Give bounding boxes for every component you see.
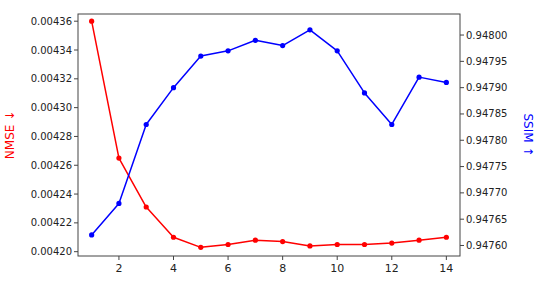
y-tick-label: 0.00434 xyxy=(31,45,72,56)
series-point xyxy=(389,240,394,245)
y2-tick xyxy=(460,245,464,246)
series-point xyxy=(280,239,285,244)
y-tick xyxy=(74,165,78,166)
series-point xyxy=(307,243,312,248)
series-point xyxy=(362,90,367,95)
x-tick-label: 10 xyxy=(330,262,344,275)
series-point xyxy=(307,27,312,32)
series-point xyxy=(171,235,176,240)
y-tick xyxy=(74,50,78,51)
y2-tick-label: 0.94800 xyxy=(466,30,507,41)
series-point xyxy=(171,85,176,90)
y-tick-label: 0.00430 xyxy=(31,102,72,113)
x-tick xyxy=(282,256,283,260)
series-point xyxy=(116,201,121,206)
y2-tick-label: 0.94775 xyxy=(466,161,507,172)
series-point xyxy=(416,75,421,80)
y-tick-label: 0.00432 xyxy=(31,73,72,84)
chart: 2 4 6 8 10 12 14 0.00420 0.00422 0.00424 0.00426 0.… xyxy=(0,0,538,286)
y-axis-label: NMSE ↓ xyxy=(3,111,17,159)
x-tick-label: 2 xyxy=(115,262,122,275)
y-tick xyxy=(74,107,78,108)
series-point xyxy=(198,53,203,58)
series-point xyxy=(144,204,149,209)
y-tick xyxy=(74,136,78,137)
series-point xyxy=(362,242,367,247)
plot-frame xyxy=(78,14,460,256)
y-tick xyxy=(74,222,78,223)
y-tick-label: 0.00426 xyxy=(31,160,72,171)
series-point xyxy=(444,235,449,240)
series-point xyxy=(116,155,121,160)
series-point xyxy=(444,80,449,85)
series-point xyxy=(335,242,340,247)
y2-axis-label: SSIM ↑ xyxy=(521,114,535,157)
y2-tick-label: 0.94780 xyxy=(466,135,507,146)
x-tick xyxy=(228,256,229,260)
y-tick xyxy=(74,21,78,22)
x-tick xyxy=(118,256,119,260)
y2-tick xyxy=(460,87,464,88)
x-tick-label: 6 xyxy=(225,262,232,275)
y2-tick xyxy=(460,113,464,114)
y2-tick-label: 0.94795 xyxy=(466,56,507,67)
x-tick xyxy=(173,256,174,260)
y2-tick xyxy=(460,61,464,62)
series-point xyxy=(225,48,230,53)
y2-tick xyxy=(460,192,464,193)
y-tick-label: 0.00436 xyxy=(31,16,72,27)
y-tick xyxy=(74,78,78,79)
x-tick-label: 8 xyxy=(279,262,286,275)
x-tick xyxy=(391,256,392,260)
axes: 2 4 6 8 10 12 14 0.00420 0.00422 0.00424 0.00426 0.… xyxy=(31,14,508,275)
series-line xyxy=(92,30,447,235)
x-tick-label: 14 xyxy=(439,262,453,275)
y-tick-label: 0.00428 xyxy=(31,131,72,142)
series-point xyxy=(416,238,421,243)
series-point xyxy=(225,242,230,247)
series-point xyxy=(89,232,94,237)
plot-data xyxy=(89,19,449,250)
y2-tick xyxy=(460,219,464,220)
y-tick xyxy=(74,194,78,195)
y2-tick xyxy=(460,166,464,167)
y-tick-label: 0.00424 xyxy=(31,189,72,200)
x-tick-label: 12 xyxy=(385,262,399,275)
y2-tick-label: 0.94765 xyxy=(466,214,507,225)
y-tick-label: 0.00422 xyxy=(31,217,72,228)
series-point xyxy=(253,38,258,43)
series-point xyxy=(389,122,394,127)
y2-tick-label: 0.94785 xyxy=(466,108,507,119)
y-tick-label: 0.00420 xyxy=(31,246,72,257)
series-point xyxy=(280,43,285,48)
series-point xyxy=(89,19,94,24)
y2-tick xyxy=(460,140,464,141)
series-point xyxy=(198,245,203,250)
y2-tick xyxy=(460,35,464,36)
y-tick xyxy=(74,251,78,252)
series-line xyxy=(92,21,447,247)
x-tick xyxy=(446,256,447,260)
y2-tick-label: 0.94760 xyxy=(466,240,507,251)
x-tick-label: 4 xyxy=(170,262,177,275)
series-point xyxy=(335,48,340,53)
y2-tick-label: 0.94770 xyxy=(466,187,507,198)
x-tick xyxy=(337,256,338,260)
series-point xyxy=(253,238,258,243)
series-point xyxy=(144,122,149,127)
y2-tick-label: 0.94790 xyxy=(466,82,507,93)
